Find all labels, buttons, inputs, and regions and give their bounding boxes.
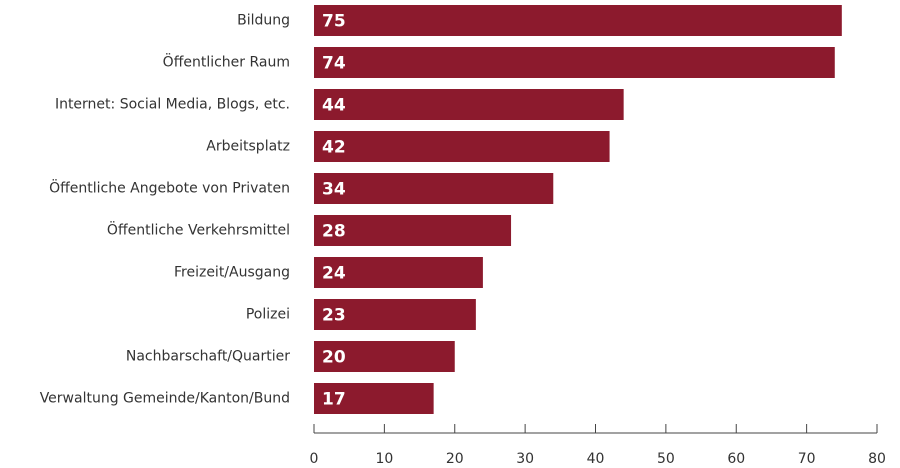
bar-value-label: 23 — [322, 306, 346, 326]
category-label: Arbeitsplatz — [206, 139, 290, 155]
bar — [314, 89, 624, 120]
x-tick-label: 40 — [587, 451, 605, 467]
bar — [314, 5, 842, 36]
category-label: Freizeit/Ausgang — [174, 265, 290, 281]
bar — [314, 257, 483, 288]
bar — [314, 341, 455, 372]
bar-value-label: 75 — [322, 12, 346, 32]
x-tick-label: 80 — [868, 451, 886, 467]
bar — [314, 131, 610, 162]
category-label: Internet: Social Media, Blogs, etc. — [55, 97, 290, 113]
category-label: Verwaltung Gemeinde/Kanton/Bund — [40, 391, 290, 407]
x-tick-label: 20 — [446, 451, 464, 467]
x-tick-label: 0 — [310, 451, 319, 467]
bar — [314, 215, 512, 246]
bar-value-label: 44 — [322, 96, 346, 116]
category-label: Bildung — [237, 13, 290, 29]
x-axis: 0 10 20 30 40 50 60 70 80 — [310, 424, 886, 467]
bar-value-label: 28 — [322, 222, 346, 242]
bar-value-label: 34 — [322, 180, 346, 200]
bar-value-label: 42 — [322, 138, 346, 158]
x-tick-label: 30 — [516, 451, 534, 467]
bar-value-label: 17 — [322, 390, 346, 410]
bar — [314, 299, 476, 330]
bar — [314, 383, 434, 414]
bar — [314, 173, 554, 204]
bar-value-label: 20 — [322, 348, 346, 368]
x-tick-label: 70 — [798, 451, 816, 467]
bar — [314, 47, 835, 78]
x-tick-label: 60 — [727, 451, 745, 467]
category-label: Nachbarschaft/Quartier — [126, 349, 290, 365]
category-label: Öffentlicher Raum — [163, 53, 290, 71]
x-tick-label: 10 — [375, 451, 393, 467]
bar-value-label: 24 — [322, 264, 346, 284]
x-tick-label: 50 — [657, 451, 675, 467]
category-label: Öffentliche Angebote von Privaten — [49, 179, 290, 197]
category-label: Polizei — [246, 307, 290, 323]
value-labels-group: 75 74 44 42 34 28 24 23 20 17 — [322, 12, 346, 410]
bars-group — [314, 5, 842, 414]
bar-value-label: 74 — [322, 54, 346, 74]
category-labels-group: Bildung Öffentlicher Raum Internet: Social… — [40, 13, 291, 407]
category-label: Öffentliche Verkehrsmittel — [107, 221, 290, 239]
